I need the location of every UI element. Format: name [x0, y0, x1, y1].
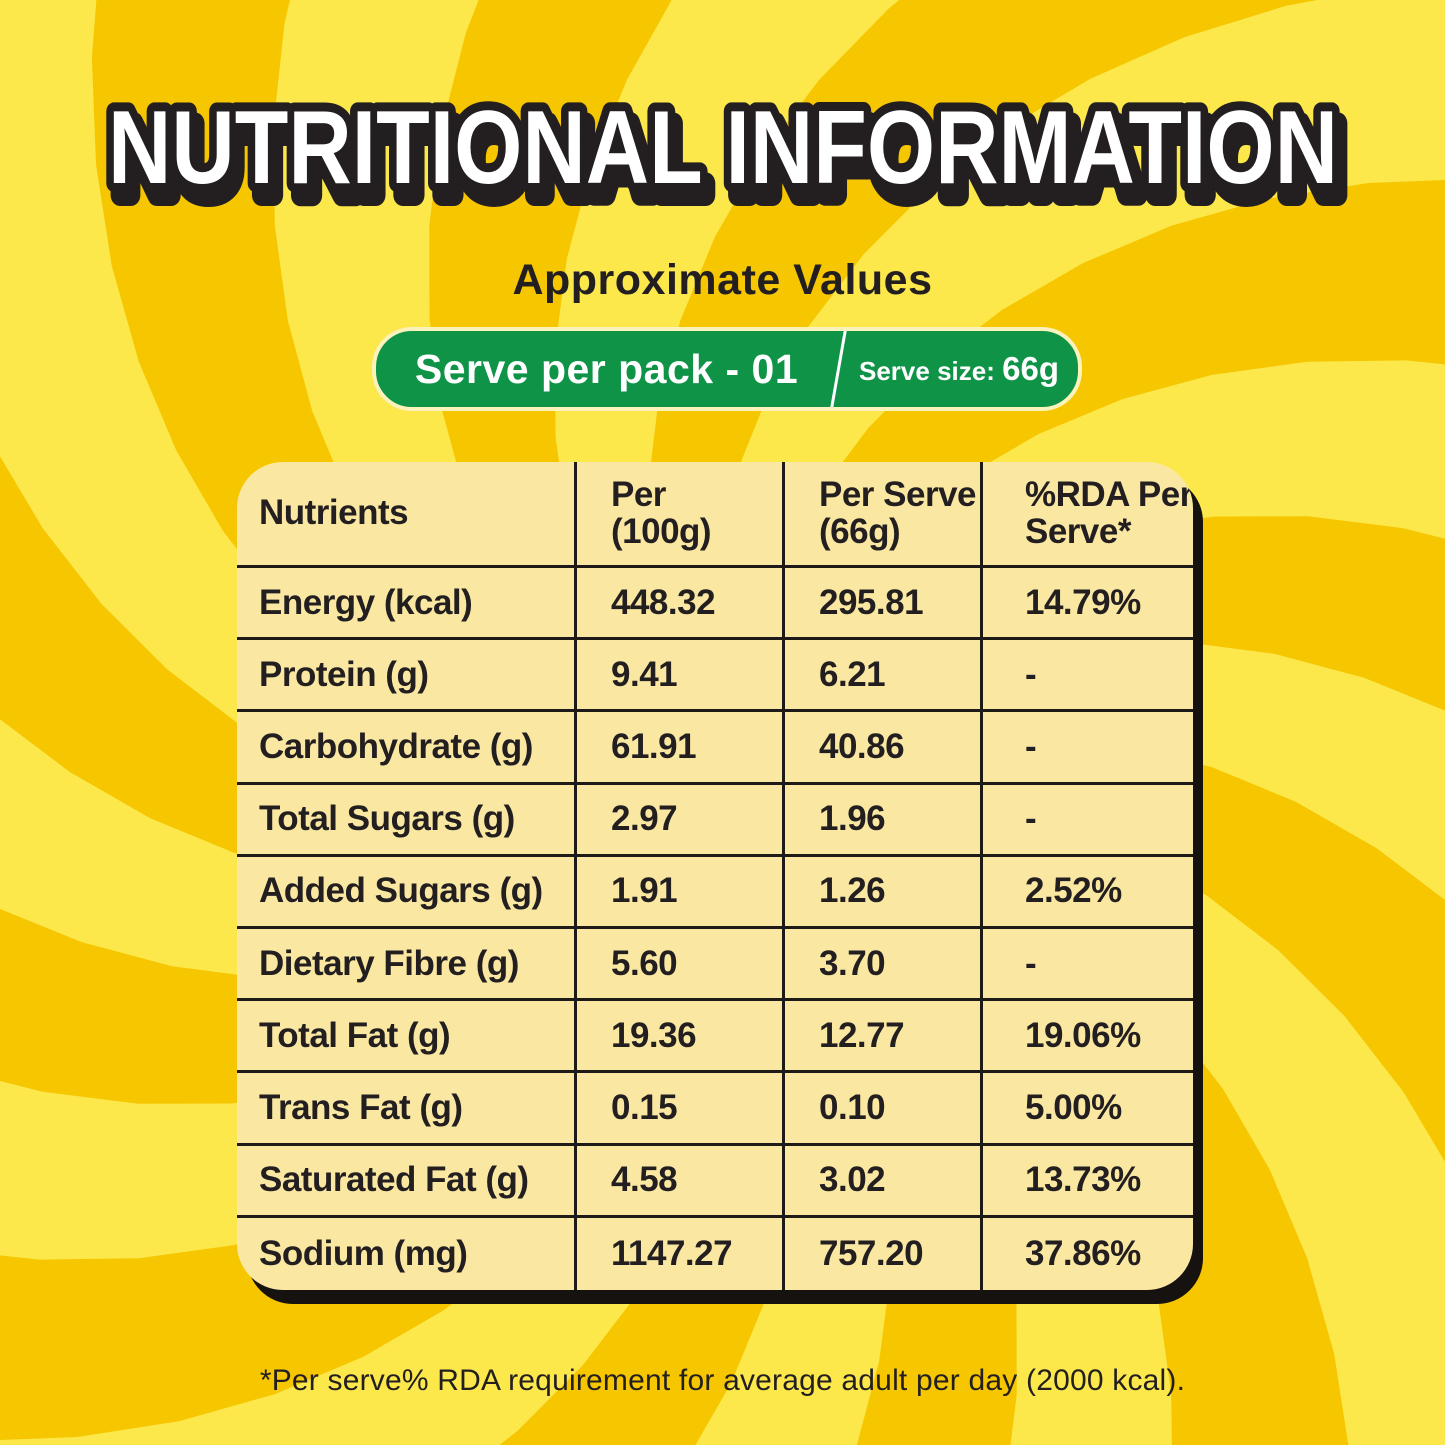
rda-cell: 13.73%: [980, 1145, 1193, 1218]
rda-cell: -: [980, 928, 1193, 1002]
serve-size-text: Serve size:: [859, 356, 995, 386]
per-serve-cell: 12.77: [782, 1001, 980, 1074]
nutrient-cell: Carbohydrate (g): [237, 712, 574, 785]
subtitle-approximate-values: Approximate Values: [512, 256, 933, 304]
nutrient-cell: Total Sugars (g): [237, 785, 574, 857]
per-serve-cell: 3.02: [782, 1145, 980, 1218]
rda-cell: -: [980, 712, 1193, 785]
per-100g-cell: 61.91: [574, 712, 782, 785]
nutrient-cell: Sodium (mg): [259, 1233, 468, 1273]
nutrition-table: Nutrients Per (100g) Per Serve (66g) %RD…: [237, 462, 1193, 1290]
per-serve-cell: 3.70: [782, 928, 980, 1002]
nutrient-cell: Dietary Fibre (g): [237, 929, 574, 1002]
column-header-per-serve: Per Serve (66g): [782, 462, 980, 568]
page-title-art: NUTRITIONAL INFORMATION NUTRITIONAL INFO…: [99, 81, 1355, 229]
serve-size-label: Serve size: 66g: [840, 350, 1078, 388]
rda-cell: 19.06%: [980, 1001, 1193, 1074]
rda-cell: 37.86%: [980, 1217, 1193, 1290]
per-100g-cell: 448.32: [574, 568, 782, 641]
nutrient-cell: Added Sugars (g): [237, 857, 574, 929]
per-serve-cell: 0.10: [782, 1073, 980, 1146]
per-100g-cell: 9.41: [574, 640, 782, 713]
rda-cell: -: [980, 640, 1193, 713]
per-serve-cell: 40.86: [782, 712, 980, 785]
nutrient-cell: Protein (g): [237, 640, 574, 713]
per-serve-cell: 757.20: [782, 1217, 980, 1290]
rda-footnote: *Per serve% RDA requirement for average …: [259, 1364, 1186, 1397]
per-100g-cell: 19.36: [574, 1001, 782, 1074]
per-100g-cell: 1147.27: [574, 1217, 782, 1290]
column-header-nutrients: Nutrients: [237, 462, 574, 568]
rda-cell: 5.00%: [980, 1073, 1193, 1146]
column-header-rda-per-serve: %RDA Per Serve*: [980, 462, 1193, 568]
nutrient-cell: Saturated Fat (g): [237, 1146, 574, 1218]
per-100g-cell: 4.58: [574, 1145, 782, 1218]
per-serve-cell: 1.26: [782, 856, 980, 929]
per-serve-cell: 6.21: [782, 640, 980, 713]
per-serve-cell: 1.96: [782, 784, 980, 857]
serve-per-pack-label: Serve per pack - 01: [414, 345, 799, 392]
per-100g-cell: 5.60: [574, 928, 782, 1002]
page-title: NUTRITIONAL INFORMATION: [108, 90, 1338, 206]
serving-info-pill: Serve per pack - 01 Serve size: 66g: [372, 327, 1082, 411]
nutrient-cell: Energy (kcal): [237, 568, 574, 641]
nutrient-cell: Trans Fat (g): [237, 1073, 574, 1146]
per-100g-cell: 0.15: [574, 1073, 782, 1146]
per-serve-cell: 295.81: [782, 568, 980, 641]
page-title-shadow: NUTRITIONAL INFORMATION: [114, 102, 1344, 218]
serve-size-value: 66g: [1002, 350, 1059, 387]
per-100g-cell: 2.97: [574, 784, 782, 857]
column-header-per-100g: Per (100g): [574, 462, 782, 568]
per-100g-cell: 1.91: [574, 856, 782, 929]
rda-cell: 14.79%: [980, 568, 1193, 641]
nutrient-cell: Total Fat (g): [237, 1001, 574, 1074]
rda-cell: -: [980, 784, 1193, 857]
rda-cell: 2.52%: [980, 856, 1193, 929]
